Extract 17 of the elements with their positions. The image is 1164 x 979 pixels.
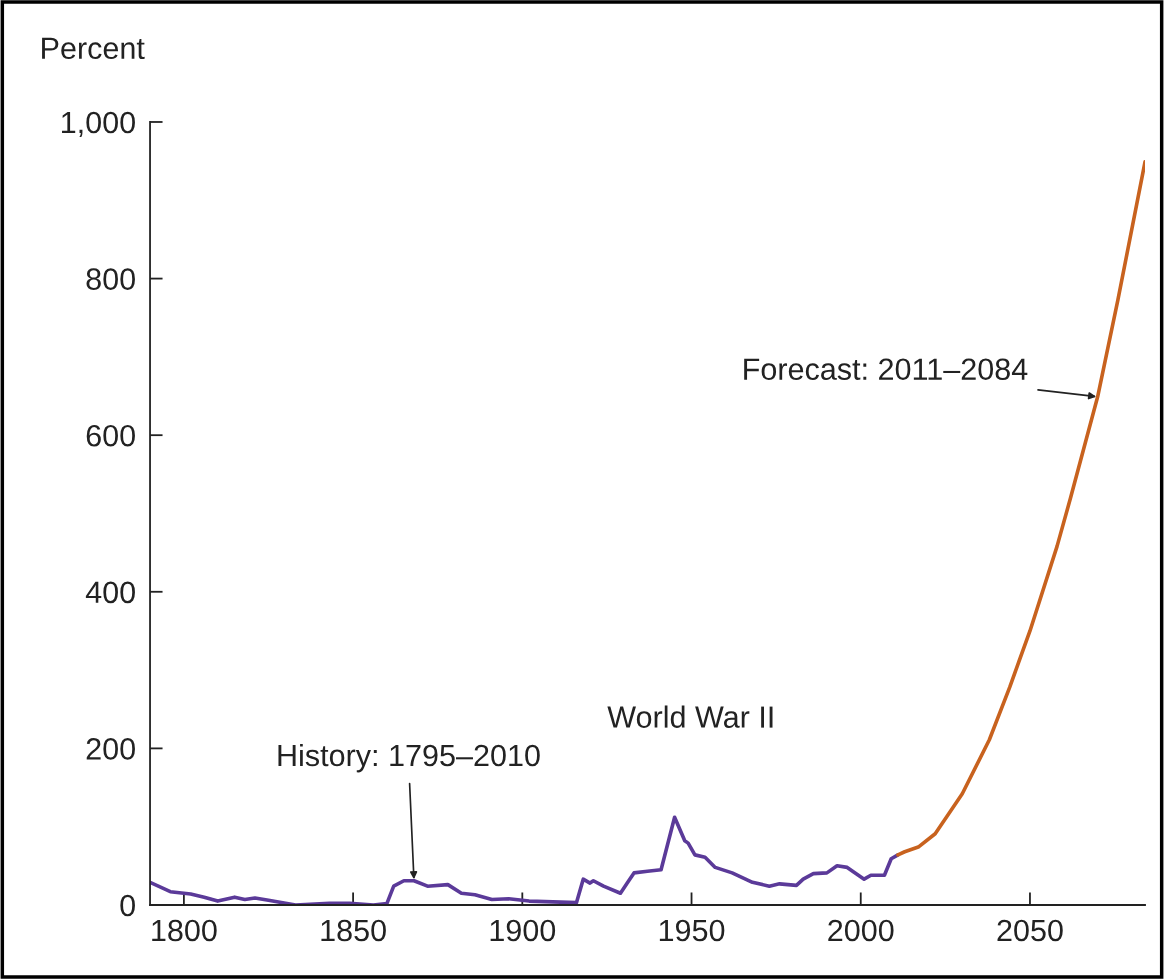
y-axis-title: Percent	[42, 37, 145, 60]
y-tick-label: 800	[86, 268, 135, 290]
y-tick-label: 200	[86, 738, 135, 760]
y-tick-label: 400	[85, 581, 135, 604]
x-tick-label: 1800	[152, 919, 217, 942]
y-tick-label: 1,000	[62, 111, 135, 137]
x-tick-label: 2050	[997, 919, 1063, 942]
line-series	[150, 815, 900, 905]
x-tick-label: 1850	[321, 919, 386, 942]
x-tick-label: 1950	[659, 919, 725, 942]
x-tick-label: 1900	[490, 919, 556, 942]
y-tick-label: 600	[86, 424, 135, 447]
annotation: Forecast: 2011–2084	[744, 358, 1028, 381]
annotation: World War II	[607, 705, 773, 728]
y-tick-label: 0	[120, 894, 135, 917]
annotation: History: 1795–2010	[278, 743, 540, 773]
x-tick-label: 2000	[828, 919, 894, 942]
